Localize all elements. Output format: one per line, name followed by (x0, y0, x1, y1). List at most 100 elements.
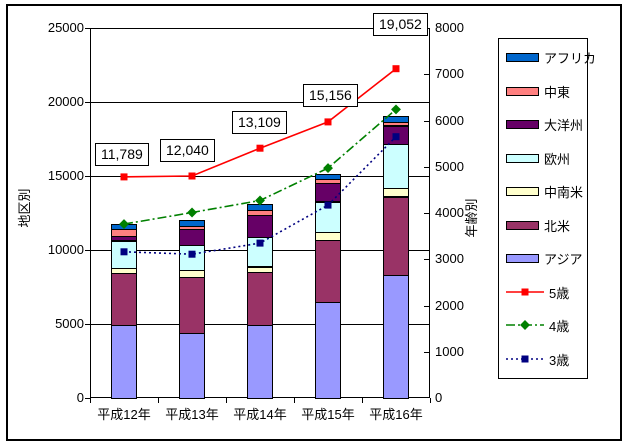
bar-segment-アジア (179, 333, 205, 399)
right-axis-tick (424, 259, 430, 260)
x-axis-label: 平成12年 (97, 407, 151, 422)
legend-item-中東: 中東 (506, 81, 585, 101)
bar-segment-中南米 (247, 267, 273, 273)
left-axis-tick (85, 324, 90, 325)
right-axis-tick (424, 167, 430, 168)
left-axis-tick (85, 250, 90, 251)
x-axis-tick (90, 398, 91, 403)
legend-swatch-アジア (506, 253, 539, 263)
bar-segment-アフリカ (383, 116, 409, 123)
legend: アフリカ中東大洋州欧州中南米北米アジア 5歳 4歳 3歳 (498, 38, 596, 379)
bar-segment-欧州 (315, 202, 341, 233)
left-axis-tick-label: 0 (76, 390, 84, 405)
right-axis-tick-label: 4000 (435, 205, 464, 220)
x-axis-label: 平成13年 (165, 407, 219, 422)
legend-label: 4歳 (549, 318, 570, 334)
legend-swatch-アフリカ (506, 52, 539, 62)
legend-label: 中南米 (544, 184, 584, 200)
x-axis-tick (430, 398, 431, 403)
bar-segment-中南米 (179, 270, 205, 278)
legend-label: 北米 (544, 218, 571, 234)
bar-segment-北米 (315, 240, 341, 303)
x-axis-tick (294, 398, 295, 403)
bar-segment-大洋州 (315, 183, 341, 202)
x-axis-tick (362, 398, 363, 403)
bar-segment-欧州 (111, 241, 137, 269)
left-axis-tick (85, 176, 90, 177)
total-label: 15,156 (303, 84, 358, 107)
x-axis-label: 平成14年 (233, 407, 287, 422)
legend-label: 欧州 (544, 151, 571, 167)
bar-segment-アジア (383, 275, 409, 399)
right-axis-tick-label: 1000 (435, 344, 464, 359)
legend-item-5歳: 5歳 (506, 282, 585, 302)
right-axis-tick-label: 7000 (435, 66, 464, 81)
legend-item-欧州: 欧州 (506, 148, 585, 168)
left-axis-title: 地区別 (17, 188, 32, 228)
bar-segment-北米 (179, 276, 205, 334)
legend-swatch-中南米 (506, 186, 539, 196)
left-axis-tick-label: 20000 (47, 94, 84, 109)
legend-swatch-欧州 (506, 153, 539, 163)
left-axis-tick (85, 398, 90, 399)
x-axis-label: 平成16年 (369, 407, 423, 422)
legend-item-中南米: 中南米 (506, 181, 585, 201)
legend-label: アジア (544, 251, 583, 267)
legend-line-sample-5歳 (506, 288, 544, 296)
bar-segment-アジア (111, 325, 137, 399)
legend-line-sample-3歳 (506, 355, 544, 363)
left-axis-tick-label: 25000 (47, 20, 84, 35)
bar-segment-アフリカ (315, 174, 341, 180)
chart-outer-border (6, 4, 622, 441)
legend-item-北米: 北米 (506, 215, 585, 235)
right-axis-tick-label: 5000 (435, 159, 464, 174)
left-axis-tick-label: 5000 (55, 316, 84, 331)
right-axis-tick-label: 2000 (435, 298, 464, 313)
legend-label: 大洋州 (544, 117, 584, 133)
bar-segment-大洋州 (383, 126, 409, 145)
legend-line-sample-4歳 (506, 320, 544, 330)
bar-segment-北米 (383, 197, 409, 276)
left-axis-tick-label: 15000 (47, 168, 84, 183)
left-axis-tick (85, 102, 90, 103)
bar-segment-中南米 (383, 188, 409, 197)
legend-item-大洋州: 大洋州 (506, 114, 585, 134)
right-axis-tick-label: 6000 (435, 113, 464, 128)
total-label: 11,789 (95, 143, 149, 166)
right-axis-tick (424, 352, 430, 353)
bar-segment-アジア (315, 302, 341, 399)
bar-segment-大洋州 (247, 215, 273, 238)
bar-segment-中東 (111, 229, 137, 237)
legend-label: 5歳 (549, 285, 570, 301)
right-axis-tick (424, 213, 430, 214)
bar-segment-アフリカ (111, 224, 137, 230)
right-axis-tick (424, 306, 430, 307)
bar-segment-大洋州 (179, 229, 205, 246)
bar-segment-中南米 (315, 232, 341, 241)
x-axis-label: 平成15年 (301, 407, 355, 422)
left-axis-tick-label: 10000 (47, 242, 84, 257)
legend-label: 3歳 (549, 352, 570, 368)
legend-swatch-中東 (506, 86, 539, 96)
left-axis-tick (85, 28, 90, 29)
legend-item-3歳: 3歳 (506, 349, 585, 369)
right-axis-title: 年齢別 (464, 198, 479, 238)
x-axis-tick (158, 398, 159, 403)
legend-label: 中東 (544, 84, 571, 100)
x-axis-tick (226, 398, 227, 403)
bar-segment-欧州 (383, 143, 409, 189)
gridline (90, 176, 430, 177)
bar-segment-北米 (111, 273, 137, 326)
legend-label: アフリカ (544, 50, 597, 66)
total-label: 12,040 (160, 139, 215, 162)
bar-segment-欧州 (179, 245, 205, 271)
bar-segment-アジア (247, 325, 273, 399)
bar-segment-アフリカ (247, 204, 273, 211)
legend-swatch-北米 (506, 220, 539, 230)
total-label: 13,109 (232, 111, 287, 134)
right-axis-tick-label: 8000 (435, 20, 464, 35)
right-axis-tick-label: 3000 (435, 251, 464, 266)
bar-segment-北米 (247, 272, 273, 326)
right-axis-tick-label: 0 (435, 390, 443, 405)
